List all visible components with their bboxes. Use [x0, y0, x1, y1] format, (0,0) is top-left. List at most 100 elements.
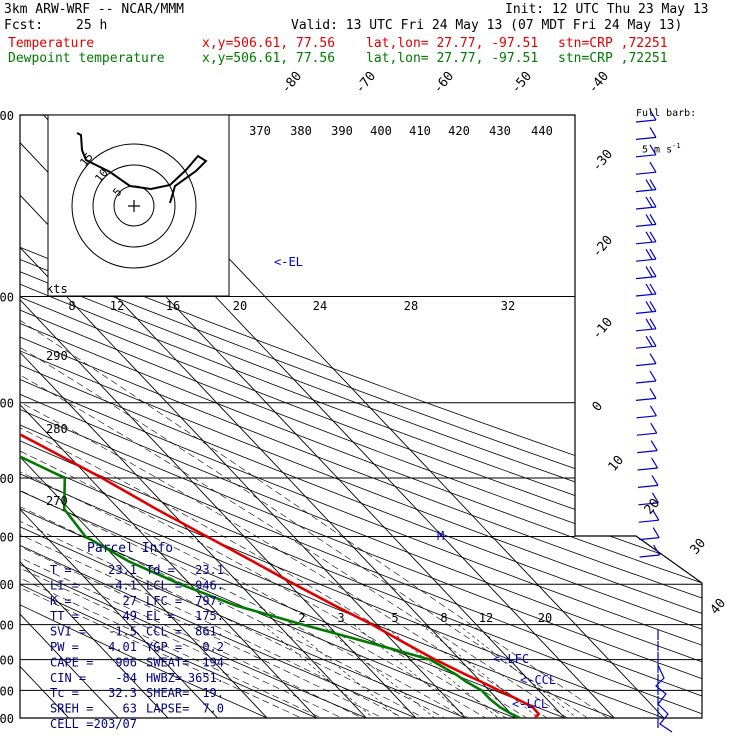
wind-barb-flag	[649, 248, 657, 260]
moist-adiabat-line	[20, 309, 587, 718]
wind-barb-flag	[645, 214, 653, 225]
isotherm-line	[20, 115, 479, 718]
wind-barb-staff	[635, 293, 657, 297]
theta-label: 440	[531, 124, 553, 138]
wind-barb-staff	[637, 484, 659, 488]
dry-adiabat-line	[20, 115, 702, 718]
theta-label: 400	[370, 124, 392, 138]
parcel-label: CCL =	[146, 625, 182, 639]
dewpoint-legend: Dewpoint temperature	[8, 51, 165, 66]
dry-adiabat-line	[20, 115, 702, 718]
parcel-label: LI =	[50, 578, 79, 592]
isotherm-line	[92, 115, 677, 718]
mixing-ratio-label: 24	[313, 299, 327, 313]
wind-barb-flag	[651, 457, 659, 469]
parcel-label: CIN =	[50, 671, 86, 685]
isotherm-line	[20, 115, 429, 718]
moist-adiabat-line	[20, 309, 488, 718]
wind-barb-flag	[645, 266, 653, 277]
dry-adiabat-line	[20, 115, 702, 718]
dry-adiabat-line	[20, 115, 702, 718]
isotherm-line	[20, 115, 330, 718]
isotherm-label: -80	[279, 69, 306, 97]
parcel-value: 23.1	[108, 563, 137, 577]
wind-barb-staff	[635, 328, 657, 332]
wind-barb-staff	[635, 189, 657, 193]
mixing-ratio-label: 8	[440, 611, 447, 625]
moist-adiabat-line	[20, 309, 568, 718]
isotherm-label: -60	[431, 69, 458, 97]
wind-barb-flag	[652, 527, 660, 538]
isotherm-line	[20, 115, 82, 718]
diagram-frame	[19, 114, 703, 719]
hodograph-ring	[71, 143, 197, 269]
wind-barb-staff	[635, 363, 657, 367]
wind-barb-staff	[635, 206, 657, 210]
moist-adiabat-line	[20, 309, 349, 718]
barb-key-line1: Full barb:	[636, 108, 697, 119]
pressure-tick-label: 1000	[0, 712, 14, 726]
wind-barb-staff	[635, 119, 657, 123]
wind-barb-flag	[650, 422, 658, 434]
dry-adiabat-line	[20, 115, 702, 718]
isotherm-line	[20, 115, 181, 718]
mixing-ratio-label: 20	[233, 299, 247, 313]
theta-label: 380	[290, 124, 312, 138]
parcel-label: CAPE =	[50, 655, 93, 669]
barb-key: Full barb: 5 m s-1	[636, 86, 696, 166]
wind-barb-flag	[649, 388, 657, 399]
isotherm-label: 0	[590, 399, 607, 415]
dry-adiabat-line	[20, 115, 702, 718]
parcel-label: HWBZ=	[146, 671, 182, 685]
wind-barb-staff	[635, 258, 657, 262]
isotherm-line	[20, 115, 131, 718]
wind-barb-flag	[649, 144, 657, 156]
isotherm-label: 40	[708, 596, 730, 618]
theta-label: 370	[249, 124, 271, 138]
isotherm-label: -10	[590, 315, 617, 343]
wind-barb-staff	[635, 310, 657, 314]
wind-barb-flag	[649, 214, 657, 225]
theta-label: 390	[331, 124, 353, 138]
wind-barb-staff	[637, 450, 658, 454]
mixing-ratio-label: 3	[337, 611, 344, 625]
lcl-marker: <-LCL	[512, 697, 548, 711]
parcel-label: TT =	[50, 609, 79, 623]
isotherm-label: 10	[606, 453, 628, 475]
isotherm-label: 30	[688, 536, 710, 558]
wind-barb-staff	[635, 136, 657, 140]
parcel-label: LFC =	[146, 594, 182, 608]
dry-adiabat-line	[20, 115, 492, 718]
pressure-tick-label: 300	[0, 397, 14, 411]
wind-barb-staff	[635, 223, 657, 227]
isotherm-label: -40	[586, 69, 613, 97]
dry-adiabat-line	[20, 115, 341, 718]
wind-barb-flag	[645, 248, 653, 260]
mixing-ratio-line	[353, 624, 485, 718]
dry-adiabat-line	[20, 115, 702, 718]
isotherm-line	[43, 115, 627, 718]
wind-barb-flag	[649, 231, 657, 243]
lfc-marker: <-LFC	[493, 652, 529, 666]
dry-adiabat-line	[20, 115, 702, 718]
mixing-ratio-label: 8	[68, 299, 75, 313]
parcel-value: 906	[115, 655, 137, 669]
parcel-info-title: Parcel Info	[87, 541, 173, 556]
wind-barb-flag	[651, 492, 659, 504]
wind-barb-flag	[645, 196, 653, 208]
wind-barb-staff	[638, 502, 659, 506]
dry-adiabat-line	[20, 115, 702, 718]
m-marker: M	[437, 529, 444, 543]
moist-adiabat-line	[20, 309, 330, 718]
dewpoint-latlon: lat,lon= 27.77, -97.51	[366, 51, 539, 66]
parcel-label: SWEAT=	[146, 655, 189, 669]
parcel-value: 49	[123, 609, 137, 623]
isotherm-label: -70	[353, 69, 380, 97]
wind-barb-flag	[649, 370, 657, 382]
wind-barb-flag	[649, 353, 657, 364]
wind-barb-flag	[649, 179, 657, 190]
hodograph-ring	[92, 164, 176, 248]
wind-barb-flag	[649, 301, 657, 312]
temperature-station: stn=CRP ,72251	[558, 36, 668, 51]
